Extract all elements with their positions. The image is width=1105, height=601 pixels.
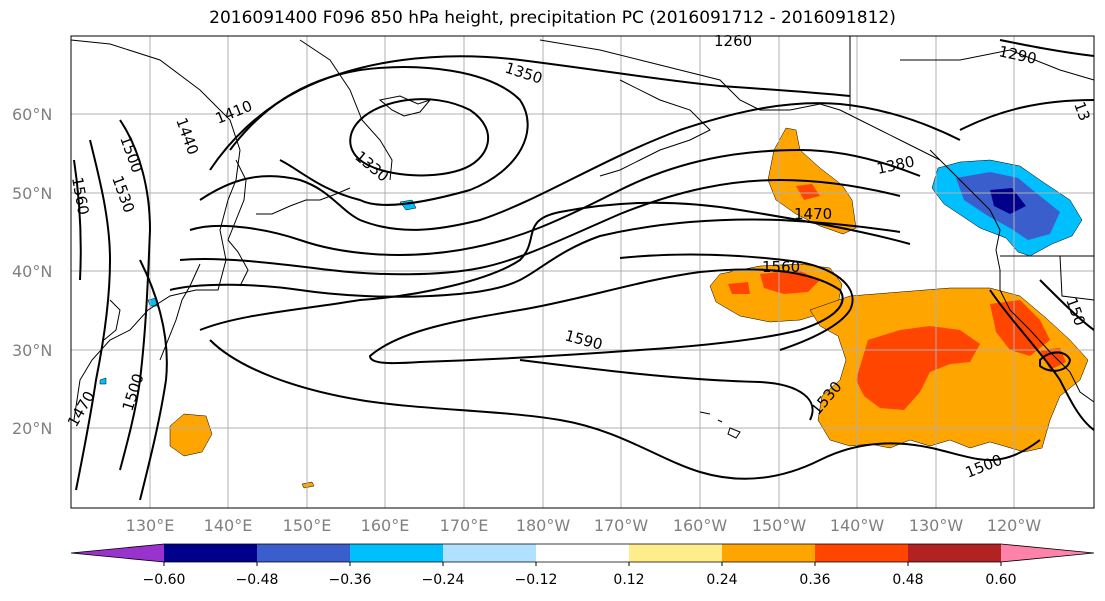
colorbar-tick-label: 0.24 xyxy=(706,572,737,588)
colorbar-segment xyxy=(722,544,815,562)
colorbar-segment xyxy=(443,544,536,562)
colorbar-segment xyxy=(629,544,722,562)
lat-label: 30°N xyxy=(12,341,52,360)
colorbar-tick-label: −0.60 xyxy=(143,572,186,588)
lon-label: 160°W xyxy=(673,516,728,535)
colorbar-tick-label: 0.48 xyxy=(892,572,923,588)
contour-label: 13 xyxy=(1070,99,1093,123)
lat-label: 50°N xyxy=(12,184,52,203)
graticule xyxy=(71,36,1094,508)
colorbar-tick-label: −0.48 xyxy=(236,572,279,588)
colorbar-segment xyxy=(257,544,350,562)
colorbar-segment xyxy=(908,544,1001,562)
contour-label: 1470 xyxy=(794,205,832,223)
contour-label: 1560 xyxy=(762,258,800,276)
colorbar-segment xyxy=(1001,544,1094,562)
lat-label: 40°N xyxy=(12,262,52,281)
colorbar-segment xyxy=(536,544,629,562)
lon-label: 150°E xyxy=(283,516,332,535)
colorbar-tick-label: −0.12 xyxy=(515,572,558,588)
lon-label: 150°W xyxy=(752,516,807,535)
lon-label: 160°E xyxy=(361,516,410,535)
lon-label: 130°E xyxy=(126,516,175,535)
lon-label: 170°W xyxy=(594,516,649,535)
contour-label: 1260 xyxy=(714,32,752,50)
colorbar-segment xyxy=(71,544,164,562)
lon-label: 180°W xyxy=(516,516,571,535)
colorbar-tick-label: −0.24 xyxy=(422,572,465,588)
lon-label: 120°W xyxy=(987,516,1042,535)
map-panel: 1260 1290 1350 1410 1440 1500 1530 1380 … xyxy=(64,32,1095,509)
map-title: 2016091400 F096 850 hPa height, precipit… xyxy=(209,8,896,28)
longitude-labels: 130°E 140°E 150°E 160°E 170°E 180°W 170°… xyxy=(126,516,1042,535)
colorbar-tick-label: 0.60 xyxy=(985,572,1016,588)
colorbar-tick-label: 0.36 xyxy=(799,572,830,588)
lat-label: 20°N xyxy=(12,419,52,438)
lon-label: 140°E xyxy=(204,516,253,535)
colorbar: −0.60 −0.48 −0.36 −0.24 −0.12 0.12 0.24 0.36 0.4… xyxy=(70,543,1095,588)
colorbar-segment xyxy=(815,544,908,562)
map-frame xyxy=(70,35,1095,509)
lon-label: 140°W xyxy=(830,516,885,535)
colorbar-segment xyxy=(350,544,443,562)
lon-label: 130°W xyxy=(909,516,964,535)
lon-label: 170°E xyxy=(440,516,489,535)
latitude-labels: 60°N 50°N 40°N 30°N 20°N xyxy=(12,105,52,438)
colorbar-tick-label: −0.36 xyxy=(329,572,372,588)
colorbar-segment xyxy=(164,544,257,562)
height-contours xyxy=(73,39,1095,501)
lat-label: 60°N xyxy=(12,105,52,124)
precip-shading xyxy=(99,127,1089,489)
colorbar-tick-label: 0.12 xyxy=(613,572,644,588)
